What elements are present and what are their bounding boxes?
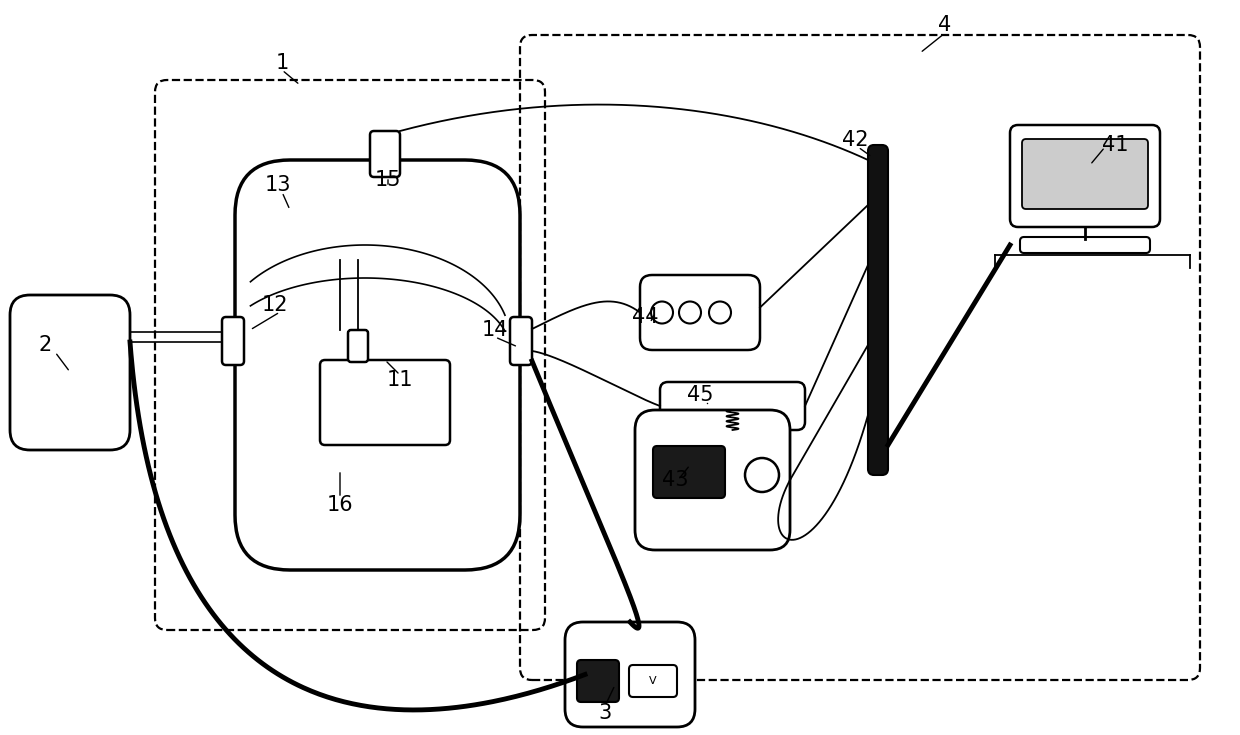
- FancyBboxPatch shape: [653, 446, 725, 498]
- FancyBboxPatch shape: [1011, 125, 1159, 227]
- FancyBboxPatch shape: [1022, 139, 1148, 209]
- Text: 16: 16: [326, 495, 353, 515]
- FancyBboxPatch shape: [565, 622, 694, 727]
- Text: 3: 3: [599, 703, 611, 723]
- Text: 15: 15: [374, 170, 402, 190]
- FancyBboxPatch shape: [868, 145, 888, 475]
- FancyBboxPatch shape: [348, 330, 368, 362]
- FancyBboxPatch shape: [635, 410, 790, 550]
- FancyBboxPatch shape: [10, 295, 130, 450]
- FancyBboxPatch shape: [370, 131, 401, 177]
- Text: 4: 4: [939, 15, 951, 35]
- Text: 41: 41: [1102, 135, 1128, 155]
- Text: 1: 1: [275, 53, 289, 73]
- Text: 11: 11: [387, 370, 413, 390]
- Text: 45: 45: [687, 385, 713, 405]
- FancyBboxPatch shape: [660, 382, 805, 430]
- FancyBboxPatch shape: [222, 317, 244, 365]
- Text: V: V: [650, 676, 657, 686]
- FancyBboxPatch shape: [577, 660, 619, 702]
- FancyBboxPatch shape: [640, 275, 760, 350]
- FancyBboxPatch shape: [236, 160, 520, 570]
- FancyBboxPatch shape: [1021, 237, 1149, 253]
- FancyBboxPatch shape: [320, 360, 450, 445]
- Text: 44: 44: [631, 307, 658, 327]
- Text: 13: 13: [265, 175, 291, 195]
- Text: 43: 43: [662, 470, 688, 490]
- FancyBboxPatch shape: [510, 317, 532, 365]
- FancyBboxPatch shape: [629, 665, 677, 697]
- Text: 14: 14: [482, 320, 508, 340]
- Text: 42: 42: [842, 130, 868, 150]
- Text: 12: 12: [262, 295, 288, 315]
- Text: 2: 2: [38, 335, 52, 355]
